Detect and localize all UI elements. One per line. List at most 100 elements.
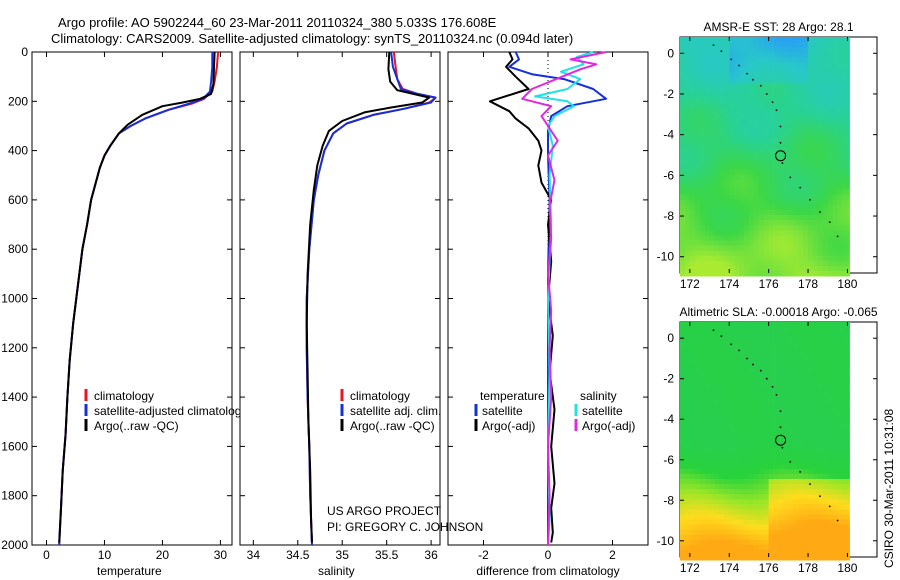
heatmap-cell (793, 204, 799, 211)
heatmap-cell (817, 215, 824, 221)
heatmap-cell (847, 220, 850, 226)
heatmap-cell (714, 418, 720, 424)
heatmap-cell (680, 42, 686, 48)
heatmap-cell (739, 524, 745, 531)
heatmap-cell (684, 337, 691, 343)
heatmap-cell (744, 108, 750, 114)
heatmap-cell (808, 342, 814, 348)
heatmap-cell (763, 428, 769, 434)
heatmap-cell (832, 62, 838, 68)
heatmap-cell (704, 215, 710, 221)
heatmap-cell (699, 37, 705, 43)
heatmap-cell (689, 362, 696, 368)
heatmap-cell (837, 103, 843, 109)
heatmap-cell (842, 148, 848, 155)
heatmap-cell (704, 128, 710, 135)
heatmap-cell (778, 484, 784, 490)
heatmap-cell (709, 42, 715, 48)
heatmap-cell (822, 357, 829, 363)
heatmap-cell (714, 352, 720, 358)
heatmap-cell (744, 544, 750, 551)
heatmap-cell (729, 387, 735, 394)
heatmap-cell (709, 494, 715, 500)
heatmap-cell (842, 209, 848, 216)
heatmap-cell (749, 174, 755, 180)
heatmap-cell (699, 509, 705, 515)
heatmap-cell (734, 62, 740, 68)
heatmap-cell (744, 448, 750, 455)
heatmap-cell (734, 77, 740, 84)
heatmap-cell (753, 443, 760, 450)
heatmap-cell (684, 403, 691, 409)
heatmap-cell (758, 327, 765, 333)
heatmap-cell (813, 392, 819, 399)
heatmap-cell (803, 468, 809, 475)
heatmap-cell (734, 250, 740, 257)
heatmap-cell (739, 473, 745, 480)
heatmap-cell (778, 499, 784, 505)
heatmap-cell (719, 534, 725, 541)
heatmap-cell (768, 57, 774, 63)
heatmap-cell (813, 245, 819, 251)
heatmap-cell (798, 519, 804, 525)
heatmap-cell (793, 87, 799, 94)
heatmap-cell (793, 82, 799, 89)
sla-map-panel: Altimetric SLA: -0.00018 Argo: -0.065172… (657, 305, 878, 575)
heatmap-cell (753, 189, 760, 196)
heatmap-cell (808, 133, 814, 140)
heatmap-cell (813, 387, 819, 394)
heatmap-cell (694, 332, 701, 338)
heatmap-cell (788, 143, 794, 150)
heatmap-cell (847, 154, 850, 160)
heatmap-cell (773, 468, 779, 475)
heatmap-cell (729, 87, 735, 94)
heatmap-cell (744, 494, 750, 500)
heatmap-cell (689, 534, 696, 541)
heatmap-cell (808, 382, 814, 389)
heatmap-cell (808, 194, 814, 201)
heatmap-cell (803, 57, 809, 63)
heatmap-cell (842, 539, 848, 546)
heatmap-cell (813, 352, 819, 358)
heatmap-cell (837, 473, 843, 480)
heatmap-cell (758, 519, 765, 525)
heatmap-cell (827, 423, 834, 429)
heatmap-cell (793, 128, 799, 135)
heatmap-cell (793, 199, 799, 206)
heatmap-cell (749, 392, 755, 399)
heatmap-cell (753, 377, 760, 384)
heatmap-cell (758, 438, 765, 444)
heatmap-cell (699, 468, 705, 475)
heatmap-cell (778, 423, 784, 429)
heatmap-cell (753, 113, 760, 119)
heatmap-cell (704, 164, 710, 170)
heatmap-cell (763, 509, 769, 515)
heatmap-cell (699, 448, 705, 455)
heatmap-cell (763, 189, 769, 196)
heatmap-cell (714, 255, 720, 262)
heatmap-cell (803, 529, 809, 536)
heatmap-cell (773, 37, 779, 43)
heatmap-cell (680, 169, 686, 175)
heatmap-cell (842, 265, 848, 272)
heatmap-cell (680, 367, 686, 374)
heatmap-cell (832, 159, 838, 165)
heatmap-cell (837, 215, 843, 221)
heatmap-cell (817, 189, 824, 196)
heatmap-cell (709, 62, 715, 68)
heatmap-cell (714, 322, 720, 328)
heatmap-cell (763, 347, 769, 353)
heatmap-cell (719, 154, 725, 160)
heatmap-cell (808, 473, 814, 480)
heatmap-cell (763, 255, 769, 262)
heatmap-cell (749, 398, 755, 404)
heatmap-cell (724, 403, 730, 409)
heatmap-cell (699, 148, 705, 155)
heatmap-cell (734, 240, 740, 246)
heatmap-cell (803, 87, 809, 94)
heatmap-cell (763, 199, 769, 206)
heatmap-cell (753, 265, 760, 272)
heatmap-cell (724, 524, 730, 531)
heatmap-cell (739, 403, 745, 409)
heatmap-cell (842, 159, 848, 165)
